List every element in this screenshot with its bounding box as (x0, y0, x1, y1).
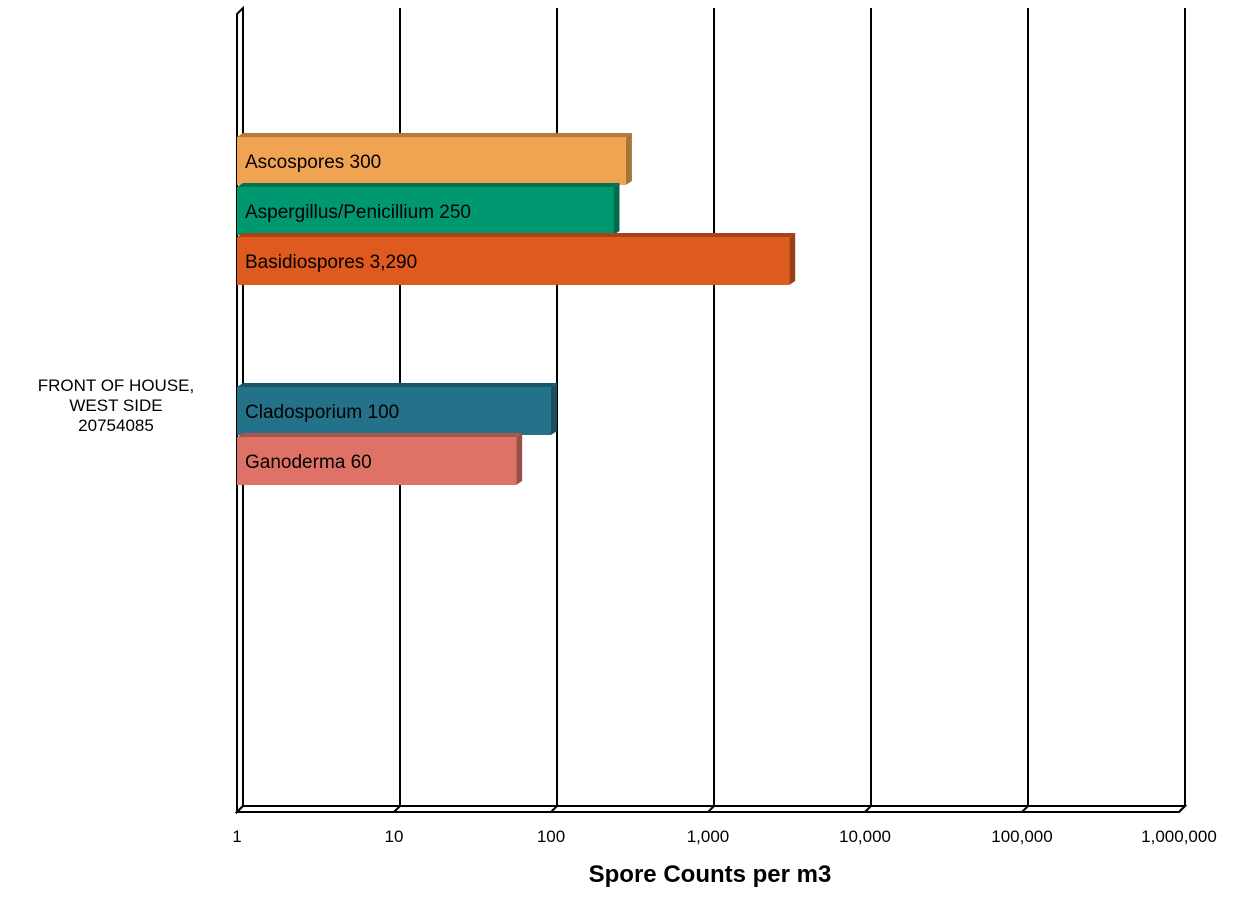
bar-top-face (237, 383, 557, 387)
bar: Cladosporium 100 (237, 383, 557, 435)
bar: Aspergillus/Penicillium 250 (237, 183, 620, 235)
x-axis-ticks: 1 10 100 1,000 10,000 100,000 1,000,000 (232, 827, 1217, 846)
bars: Ascospores 300 Aspergillus/Penicillium 25… (237, 133, 796, 485)
bar: Basidiospores 3,290 (237, 233, 796, 285)
bar-front-face (237, 437, 517, 485)
gridline-floor (864, 805, 872, 813)
bar-top-face (237, 433, 523, 437)
category-label-line: WEST SIDE (69, 396, 162, 415)
bar-label: Aspergillus/Penicillium 250 (245, 202, 471, 223)
x-tick-label: 10,000 (839, 827, 891, 846)
gridline-floor (236, 805, 244, 813)
bar-front-face (237, 237, 790, 285)
x-tick-label: 100,000 (991, 827, 1052, 846)
bar-end-face (613, 183, 620, 235)
bar-front-face (237, 137, 626, 185)
bar-end-face (625, 133, 632, 185)
bar-top-face (237, 183, 620, 187)
x-tick-label: 1,000 (687, 827, 730, 846)
x-tick-label: 10 (385, 827, 404, 846)
gridline-floor (393, 805, 401, 813)
category-label-line: FRONT OF HOUSE, (38, 376, 194, 395)
bar-front-face (237, 187, 614, 235)
bar-label: Ascospores 300 (245, 152, 381, 173)
gridline-floor (1178, 805, 1186, 813)
bar-end-face (789, 233, 796, 285)
bar-front-face (237, 387, 551, 435)
bar-label: Ganoderma 60 (245, 452, 372, 473)
bar-top-face (237, 133, 632, 137)
gridline-floor (550, 805, 558, 813)
bar-end-face (551, 383, 557, 435)
x-tick-label: 1,000,000 (1141, 827, 1217, 846)
bar: Ascospores 300 (237, 133, 632, 185)
x-tick-label: 1 (232, 827, 241, 846)
x-axis-title: Spore Counts per m3 (589, 861, 832, 888)
bar-label: Cladosporium 100 (245, 402, 399, 423)
x-tick-label: 100 (537, 827, 565, 846)
bar-end-face (516, 433, 523, 485)
gridline-floor (707, 805, 715, 813)
gridline-floor (1021, 805, 1029, 813)
bar-top-face (237, 233, 796, 237)
bar-label: Basidiospores 3,290 (245, 252, 417, 273)
category-label-line: 20754085 (78, 416, 154, 435)
bar: Ganoderma 60 (237, 433, 523, 485)
